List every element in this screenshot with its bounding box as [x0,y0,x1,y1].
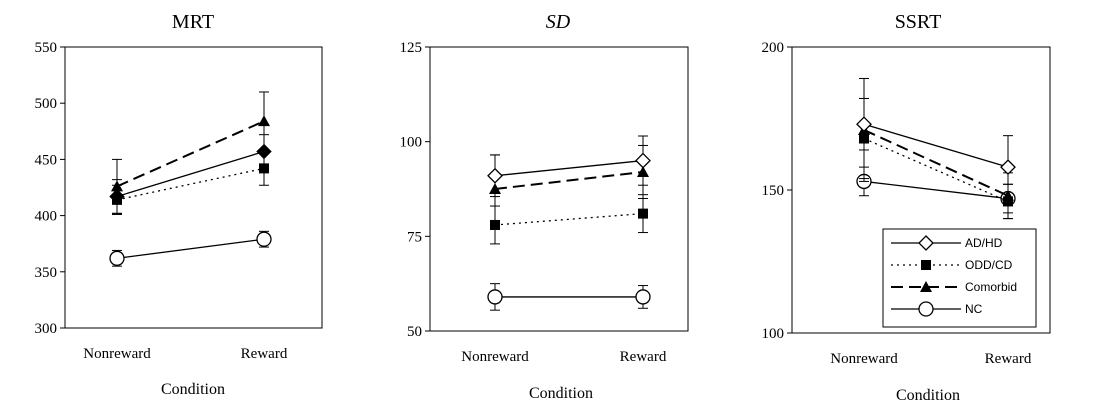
data-point [490,219,500,230]
series-odd-cd [490,194,648,245]
series-line [116,120,265,188]
panel-title: MRT [172,11,214,33]
panel-title: SD [546,11,571,33]
data-point [638,208,648,219]
legend-marker [921,260,931,270]
data-point [635,152,651,169]
series-ad-hd [856,97,1016,200]
data-point [256,143,272,160]
series-line [863,137,1009,203]
series-line [116,238,265,259]
legend-marker [918,235,934,251]
plot-area [429,46,689,332]
legend: AD/HD ODD/CD Comorbid NC [882,228,1037,328]
x-axis-label: Condition [896,387,960,403]
chart-panel-sd: SD 50 75 100 125 Nonreward Reward Condition [400,11,689,402]
legend-box [882,228,1037,328]
series-line [863,123,1009,168]
series-line [494,170,644,190]
data-point [487,289,503,305]
series-line [116,167,265,201]
y-tick-label: 350 [35,265,58,281]
chart-panel-ssrt: SSRT 100 150 200 Nonreward Reward Condition AD/… [762,11,1051,403]
y-tick-label: 500 [35,96,58,112]
series-comorbid [489,144,649,224]
series-comorbid [858,77,1014,220]
series-nc [109,230,272,267]
y-tick-label: 550 [35,40,58,56]
series-nc [487,283,651,311]
y-tick-label: 300 [35,321,58,337]
x-tick-label: Reward [241,346,288,362]
series-comorbid [111,91,270,214]
series-line [494,212,644,226]
series-line [863,180,1009,200]
data-point [856,116,872,133]
legend-label: ODD/CD [965,258,1013,272]
y-tick-label: 100 [762,326,785,342]
data-point [487,167,503,184]
series-ad-hd [487,135,651,198]
series-ad-hd [109,134,272,214]
x-tick-label: Reward [985,351,1032,367]
series-line [494,159,644,177]
y-tick-label: 400 [35,209,58,225]
series-odd-cd [112,151,269,215]
x-tick-label: Nonreward [830,351,898,367]
x-axis-label: Condition [529,385,593,402]
data-point [1000,159,1016,176]
data-point [256,231,272,247]
y-tick-label: 200 [762,40,785,56]
series-line [116,150,265,198]
legend-marker [920,281,932,292]
data-point [109,188,125,205]
y-tick-label: 75 [407,229,422,245]
legend-label: AD/HD [965,236,1003,250]
x-tick-label: Reward [620,349,667,365]
x-tick-label: Nonreward [83,346,151,362]
y-tick-label: 100 [400,135,423,151]
data-point [258,115,270,127]
data-point [109,250,125,266]
series-nc [856,166,1016,214]
legend-label: NC [965,302,983,316]
y-tick-label: 50 [407,324,422,340]
panel-title: SSRT [895,11,942,33]
y-tick-label: 150 [762,183,785,199]
legend-marker [918,301,934,317]
x-tick-label: Nonreward [461,349,529,365]
series-odd-cd [859,97,1013,220]
chart-panel-mrt: MRT 300 350 400 450 500 550 Nonreward Reward Cond… [35,11,323,398]
y-tick-label: 125 [400,40,423,56]
series-line [863,129,1009,197]
legend-label: Comorbid [965,280,1017,294]
y-tick-label: 450 [35,152,58,168]
data-point [635,289,651,305]
plot-area [64,46,323,329]
x-axis-label: Condition [161,381,225,398]
